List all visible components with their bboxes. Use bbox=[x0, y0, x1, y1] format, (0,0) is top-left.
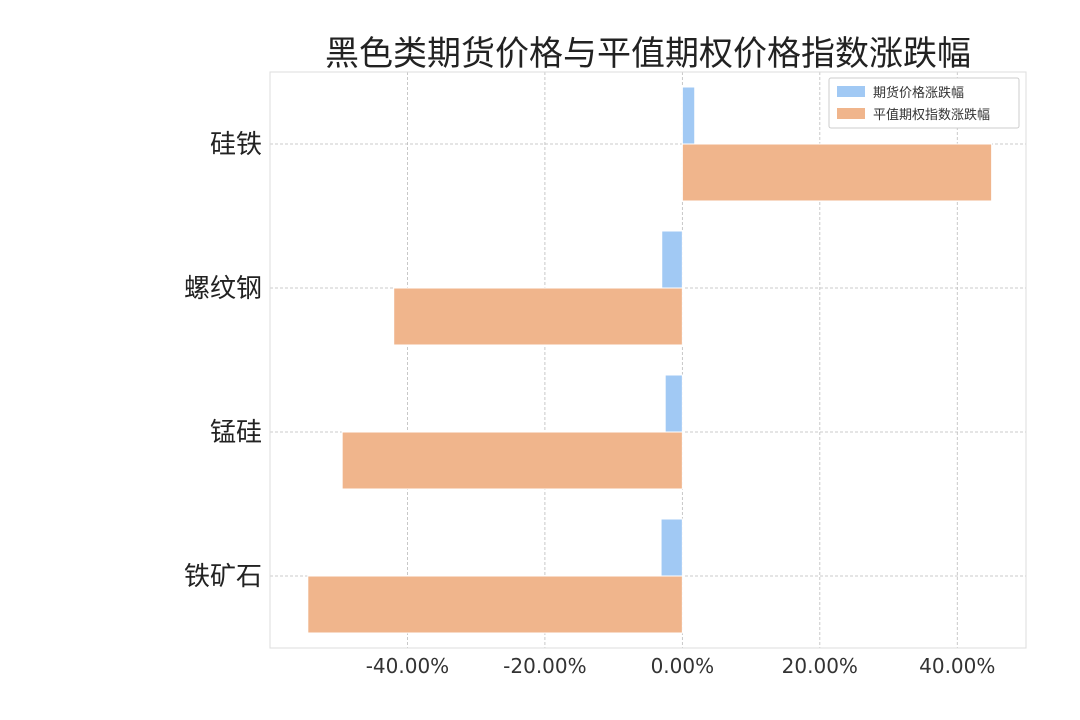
x-tick-label: -40.00% bbox=[366, 654, 449, 678]
category-label: 锰硅 bbox=[210, 418, 262, 448]
legend-swatch bbox=[837, 108, 865, 119]
plot-frame bbox=[269, 71, 1027, 649]
legend-box bbox=[828, 77, 1020, 129]
bars bbox=[307, 86, 993, 634]
bar-铁矿石-option bbox=[307, 575, 683, 634]
category-label: 硅铁 bbox=[210, 130, 262, 160]
bar-螺纹钢-option bbox=[393, 287, 683, 346]
x-tick-label: -20.00% bbox=[503, 654, 586, 678]
category-label: 螺纹钢 bbox=[184, 274, 262, 304]
legend-label: 期货价格涨跌幅 bbox=[873, 85, 964, 101]
bar-锰硅-option bbox=[341, 431, 683, 490]
bar-螺纹钢-futures bbox=[661, 230, 683, 289]
x-tick-label: 20.00% bbox=[782, 654, 858, 678]
bar-硅铁-futures bbox=[681, 86, 696, 145]
bar-锰硅-futures bbox=[664, 374, 683, 433]
legend-swatch bbox=[837, 86, 865, 97]
bar-铁矿石-futures bbox=[660, 518, 683, 577]
x-tick-label: 0.00% bbox=[651, 654, 715, 678]
chart-title: 黑色类期货价格与平值期权价格指数涨跌幅 bbox=[325, 34, 971, 74]
x-tick-labels: -40.00% -20.00% 0.00% 20.00% 40.00% bbox=[366, 654, 996, 678]
category-label: 铁矿石 bbox=[184, 562, 262, 592]
x-tick-label: 40.00% bbox=[919, 654, 995, 678]
bar-硅铁-option bbox=[681, 143, 993, 202]
legend-label: 平值期权指数涨跌幅 bbox=[873, 107, 990, 123]
